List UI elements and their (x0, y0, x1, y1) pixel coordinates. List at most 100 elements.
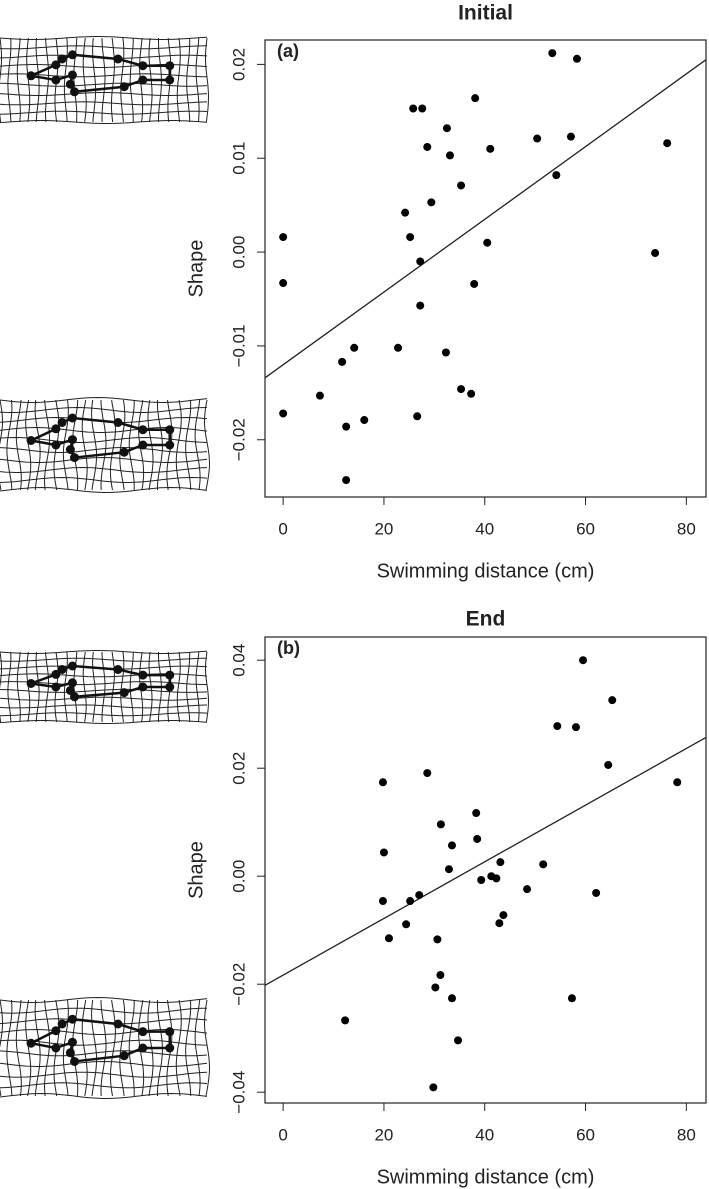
grid-line-h (0, 466, 208, 473)
landmark (67, 413, 77, 423)
y-axis-label: Shape (185, 240, 207, 298)
grid-line-v (91, 999, 98, 1097)
grid-line-v (205, 37, 210, 123)
landmark (165, 75, 175, 85)
data-point (341, 1016, 350, 1025)
grid-line-v (100, 999, 107, 1097)
data-point (436, 820, 445, 829)
grid-line-v (25, 399, 32, 491)
data-point (552, 171, 561, 180)
grid-line-v (81, 399, 88, 491)
grid-line-h (0, 1071, 208, 1078)
chart: Initial (a) Swimming distance (cm) Shape 0 20… (185, 2, 707, 582)
data-point (394, 343, 403, 352)
data-point (342, 476, 351, 485)
grid-line-h (0, 1060, 208, 1067)
y-tick-label: 0.04 (229, 644, 248, 677)
x-tick-label: 60 (576, 1125, 595, 1144)
data-point (663, 139, 672, 148)
grid-line-h (0, 688, 208, 693)
data-point (523, 885, 532, 894)
grid-line-h (0, 64, 208, 68)
landmark (26, 1038, 36, 1048)
grid-line-v (25, 999, 32, 1097)
data-point (279, 409, 288, 418)
deformation-grid (0, 396, 211, 493)
grid-line-h (0, 396, 208, 403)
deformation-grid (0, 650, 210, 724)
data-point (533, 134, 542, 143)
landmark (70, 87, 80, 97)
data-point (457, 181, 466, 190)
grid-line-v (15, 999, 22, 1097)
grid-line-v (175, 399, 182, 491)
data-point (418, 104, 427, 113)
landmark (138, 670, 148, 680)
y-tick-label: 0.00 (229, 236, 248, 269)
data-point (467, 389, 476, 398)
grid-line-v (194, 999, 201, 1097)
panel-label: (a) (277, 41, 299, 61)
grid-line-v (194, 399, 201, 491)
landmark (165, 670, 175, 680)
landmark (51, 1043, 61, 1053)
grid-line-v (63, 651, 68, 723)
data-point (608, 696, 617, 705)
landmark (113, 665, 123, 674)
regression-line (264, 736, 707, 986)
grid-line-v (92, 651, 97, 723)
grid-line-v (119, 999, 126, 1097)
grid-line-v (128, 400, 135, 490)
data-point (441, 348, 450, 357)
x-tick-label: 80 (677, 1125, 696, 1144)
y-tick-label: 0.02 (229, 752, 248, 785)
landmark (26, 679, 36, 688)
landmark (70, 453, 80, 463)
grid-line-h (0, 446, 208, 453)
landmark (138, 440, 148, 450)
landmark (51, 424, 61, 434)
landmark (165, 440, 175, 450)
chart: End (b) Swimming distance (cm) Shape 0 20 40 60… (185, 608, 707, 1188)
data-point (454, 1036, 463, 1045)
grid-line-v (72, 399, 79, 491)
grid-line-h (0, 1092, 208, 1099)
grid-line-v (185, 399, 192, 491)
data-point (416, 257, 425, 266)
grid-line-h (0, 426, 208, 433)
grid-line-v (62, 399, 69, 491)
landmark (51, 1026, 61, 1036)
data-point (360, 416, 369, 425)
data-point (350, 343, 359, 352)
grid-line-h (0, 36, 208, 40)
grid-line-v (63, 37, 68, 123)
data-point (415, 891, 424, 900)
landmark (67, 435, 77, 445)
grid-line-v (176, 37, 181, 123)
data-point (496, 858, 505, 867)
landmark (51, 60, 61, 70)
grid-line-v (195, 37, 200, 123)
data-point (315, 391, 324, 400)
landmark (57, 1019, 67, 1029)
grid-line-v (43, 999, 50, 1097)
x-tick-label: 40 (475, 519, 494, 538)
x-tick-label: 80 (677, 519, 696, 538)
data-point (445, 151, 454, 160)
landmark (65, 445, 75, 454)
landmark (51, 440, 61, 450)
x-tick-label: 0 (278, 519, 287, 538)
grid-line-v (44, 37, 49, 123)
landmark (113, 418, 123, 427)
landmark (138, 61, 148, 71)
chart-title: End (466, 608, 506, 631)
landmark (67, 661, 77, 671)
grid-line-v (120, 651, 125, 723)
landmark (57, 665, 67, 674)
data-point (406, 897, 415, 906)
grid-line-v (129, 652, 134, 722)
landmark (67, 50, 77, 60)
data-point (539, 860, 548, 869)
landmark (138, 1027, 148, 1037)
grid-line-v (34, 399, 41, 491)
